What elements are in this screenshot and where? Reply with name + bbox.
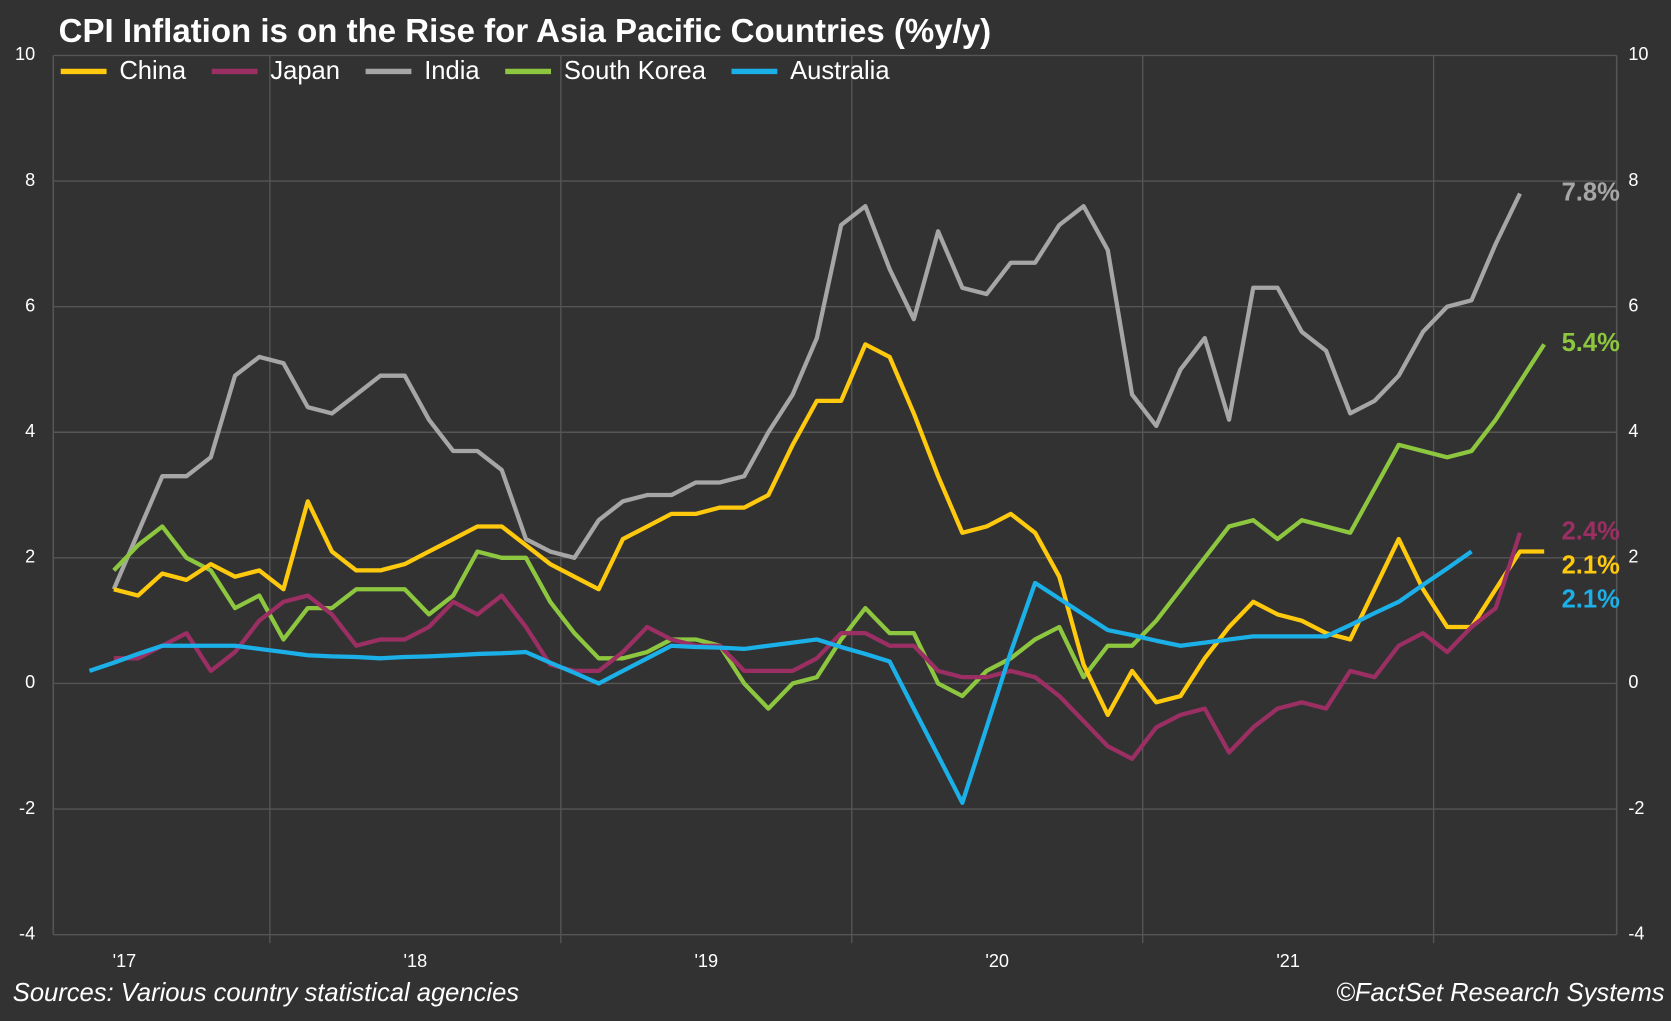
y-tick-label: 10	[15, 44, 35, 64]
x-tick-label: '18	[404, 951, 428, 971]
series-line	[112, 343, 1546, 711]
y2-tick-label: 2	[1628, 547, 1638, 567]
end-label: 7.8%	[1562, 178, 1621, 206]
legend-label: South Korea	[564, 57, 707, 85]
x-tick-label: '20	[985, 951, 1009, 971]
end-label: 5.4%	[1562, 329, 1621, 357]
y2-tick-label: -2	[1628, 798, 1644, 818]
series-line	[113, 342, 1545, 718]
end-label: 2.1%	[1562, 552, 1621, 580]
y2-tick-label: 0	[1628, 672, 1638, 692]
credit-note: ©FactSet Research Systems	[1336, 979, 1665, 1007]
legend-label: Japan	[270, 57, 340, 85]
y-tick-label: 4	[25, 421, 35, 441]
y-tick-label: 0	[25, 672, 35, 692]
legend-label: Australia	[790, 57, 890, 85]
series-line	[113, 532, 1523, 761]
source-note: Sources: Various country statistical age…	[13, 979, 520, 1007]
end-label: 2.4%	[1562, 517, 1621, 545]
y-tick-label: -2	[19, 798, 35, 818]
x-tick-label: '19	[694, 951, 718, 971]
y2-tick-label: 6	[1628, 295, 1638, 315]
y-tick-label: 2	[25, 547, 35, 567]
series-line	[111, 192, 1522, 591]
chart-title: CPI Inflation is on the Rise for Asia Pa…	[59, 12, 992, 49]
y2-tick-label: -4	[1628, 923, 1644, 943]
x-tick-label: '21	[1276, 951, 1300, 971]
end-label: 2.1%	[1562, 586, 1621, 614]
y-tick-label: 8	[25, 170, 35, 190]
y-tick-label: -4	[19, 923, 35, 943]
y-tick-label: 6	[25, 295, 35, 315]
series-line	[88, 549, 1473, 805]
x-tick-label: '17	[113, 951, 137, 971]
legend-label: China	[119, 57, 187, 85]
y2-tick-label: 10	[1628, 44, 1648, 64]
legend-label: India	[424, 57, 480, 85]
y2-tick-label: 4	[1628, 421, 1638, 441]
y2-tick-label: 8	[1628, 170, 1638, 190]
